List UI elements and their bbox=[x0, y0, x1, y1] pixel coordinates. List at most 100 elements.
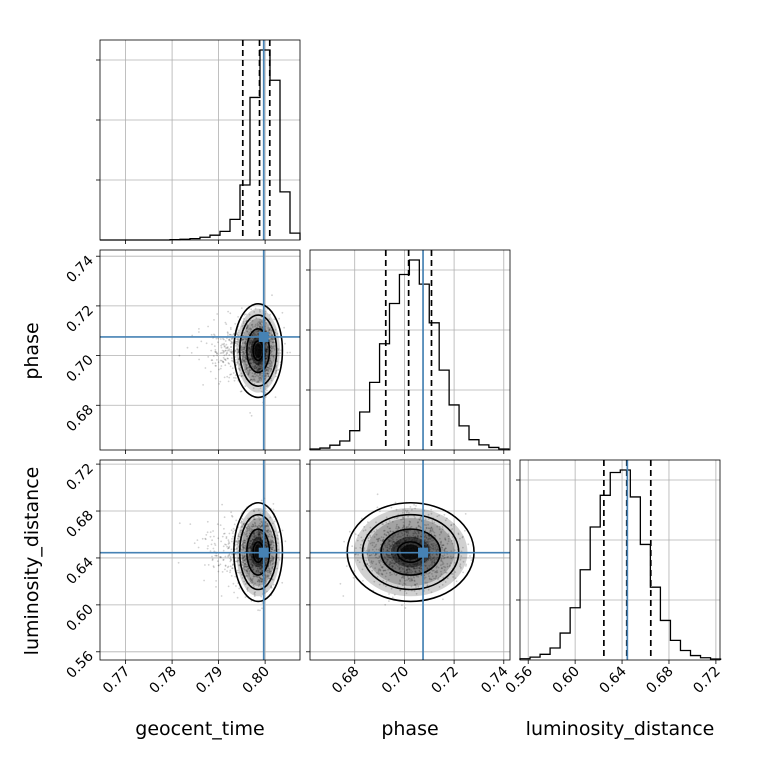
sample-point bbox=[370, 561, 373, 564]
sample-point bbox=[265, 570, 267, 573]
sample-point bbox=[248, 347, 250, 350]
sample-point bbox=[452, 556, 455, 558]
sample-point bbox=[399, 538, 402, 541]
sample-point bbox=[228, 338, 230, 341]
sample-point bbox=[224, 340, 227, 342]
sample-point bbox=[427, 588, 430, 591]
sample-point bbox=[237, 358, 240, 361]
sample-point bbox=[219, 563, 222, 566]
sample-point bbox=[404, 607, 407, 609]
sample-point bbox=[256, 533, 259, 536]
sample-point bbox=[260, 532, 263, 535]
sample-point bbox=[266, 574, 269, 577]
sample-point bbox=[240, 520, 243, 523]
sample-point bbox=[219, 556, 222, 559]
sample-point bbox=[261, 566, 263, 568]
sample-point bbox=[267, 372, 269, 375]
sample-point bbox=[242, 557, 245, 559]
sample-point bbox=[238, 564, 241, 566]
sample-point bbox=[244, 337, 247, 340]
sample-point bbox=[258, 567, 261, 569]
sample-point bbox=[255, 564, 258, 567]
sample-point bbox=[227, 541, 230, 543]
sample-point bbox=[248, 366, 251, 369]
sample-point bbox=[444, 566, 447, 569]
sample-point bbox=[403, 540, 406, 542]
sample-point bbox=[247, 525, 250, 528]
sample-point bbox=[246, 570, 248, 572]
sample-point bbox=[258, 367, 261, 369]
sample-point bbox=[235, 345, 237, 347]
sample-point bbox=[235, 342, 237, 345]
sample-point bbox=[243, 318, 245, 320]
sample-point bbox=[250, 343, 253, 345]
sample-point bbox=[271, 348, 273, 350]
sample-point bbox=[420, 574, 423, 577]
sample-point bbox=[242, 523, 245, 525]
sample-point bbox=[402, 562, 405, 564]
sample-point bbox=[245, 560, 248, 563]
sample-point bbox=[273, 544, 275, 547]
sample-point bbox=[248, 369, 251, 371]
sample-point bbox=[251, 542, 254, 545]
sample-point bbox=[256, 526, 259, 528]
sample-point bbox=[264, 360, 267, 363]
sample-point bbox=[405, 526, 408, 529]
sample-point bbox=[432, 548, 435, 551]
sample-point bbox=[266, 351, 268, 354]
sample-point bbox=[260, 359, 263, 362]
sample-point bbox=[217, 564, 220, 567]
sample-point bbox=[260, 581, 263, 583]
sample-point bbox=[436, 565, 438, 568]
sample-point bbox=[231, 338, 233, 340]
sample-point bbox=[248, 526, 251, 529]
sample-point bbox=[246, 527, 249, 530]
sample-point bbox=[268, 367, 270, 369]
sample-point bbox=[265, 349, 268, 351]
sample-point bbox=[264, 544, 266, 547]
sample-point bbox=[441, 549, 443, 551]
sample-point bbox=[260, 568, 262, 571]
sample-point bbox=[231, 538, 233, 540]
sample-point bbox=[213, 566, 215, 569]
sample-point bbox=[249, 362, 252, 365]
sample-point bbox=[257, 330, 260, 333]
sample-point bbox=[272, 355, 275, 358]
sample-point bbox=[268, 524, 271, 527]
sample-point bbox=[249, 378, 252, 381]
sample-point bbox=[268, 329, 271, 331]
sample-point bbox=[264, 541, 267, 544]
sample-point bbox=[257, 363, 260, 366]
sample-point bbox=[274, 367, 277, 370]
sample-point bbox=[243, 341, 246, 344]
sample-point bbox=[254, 361, 257, 364]
sample-point bbox=[253, 531, 256, 534]
y-tick-label: 0.68 bbox=[63, 402, 96, 435]
sample-point bbox=[275, 369, 278, 372]
sample-point bbox=[410, 565, 413, 568]
sample-point bbox=[252, 584, 255, 586]
sample-point bbox=[257, 364, 260, 366]
sample-point bbox=[245, 526, 247, 529]
x-tick-label: 0.77 bbox=[100, 664, 133, 697]
sample-point bbox=[249, 558, 252, 561]
sample-point bbox=[252, 543, 255, 545]
sample-point bbox=[264, 542, 267, 544]
sample-point bbox=[226, 349, 229, 352]
sample-point bbox=[259, 577, 262, 580]
sample-point bbox=[259, 322, 261, 325]
sample-point bbox=[243, 358, 246, 361]
sample-point bbox=[392, 530, 394, 533]
sample-point bbox=[252, 560, 255, 563]
sample-point bbox=[388, 539, 390, 541]
sample-point bbox=[270, 363, 272, 365]
sample-point bbox=[231, 532, 234, 534]
sample-point bbox=[247, 567, 250, 570]
sample-point bbox=[257, 361, 260, 364]
sample-point bbox=[250, 379, 253, 381]
sample-point bbox=[264, 352, 266, 355]
sample-point bbox=[242, 351, 244, 353]
sample-point bbox=[230, 351, 233, 354]
sample-point bbox=[250, 347, 253, 350]
sample-point bbox=[415, 540, 418, 543]
